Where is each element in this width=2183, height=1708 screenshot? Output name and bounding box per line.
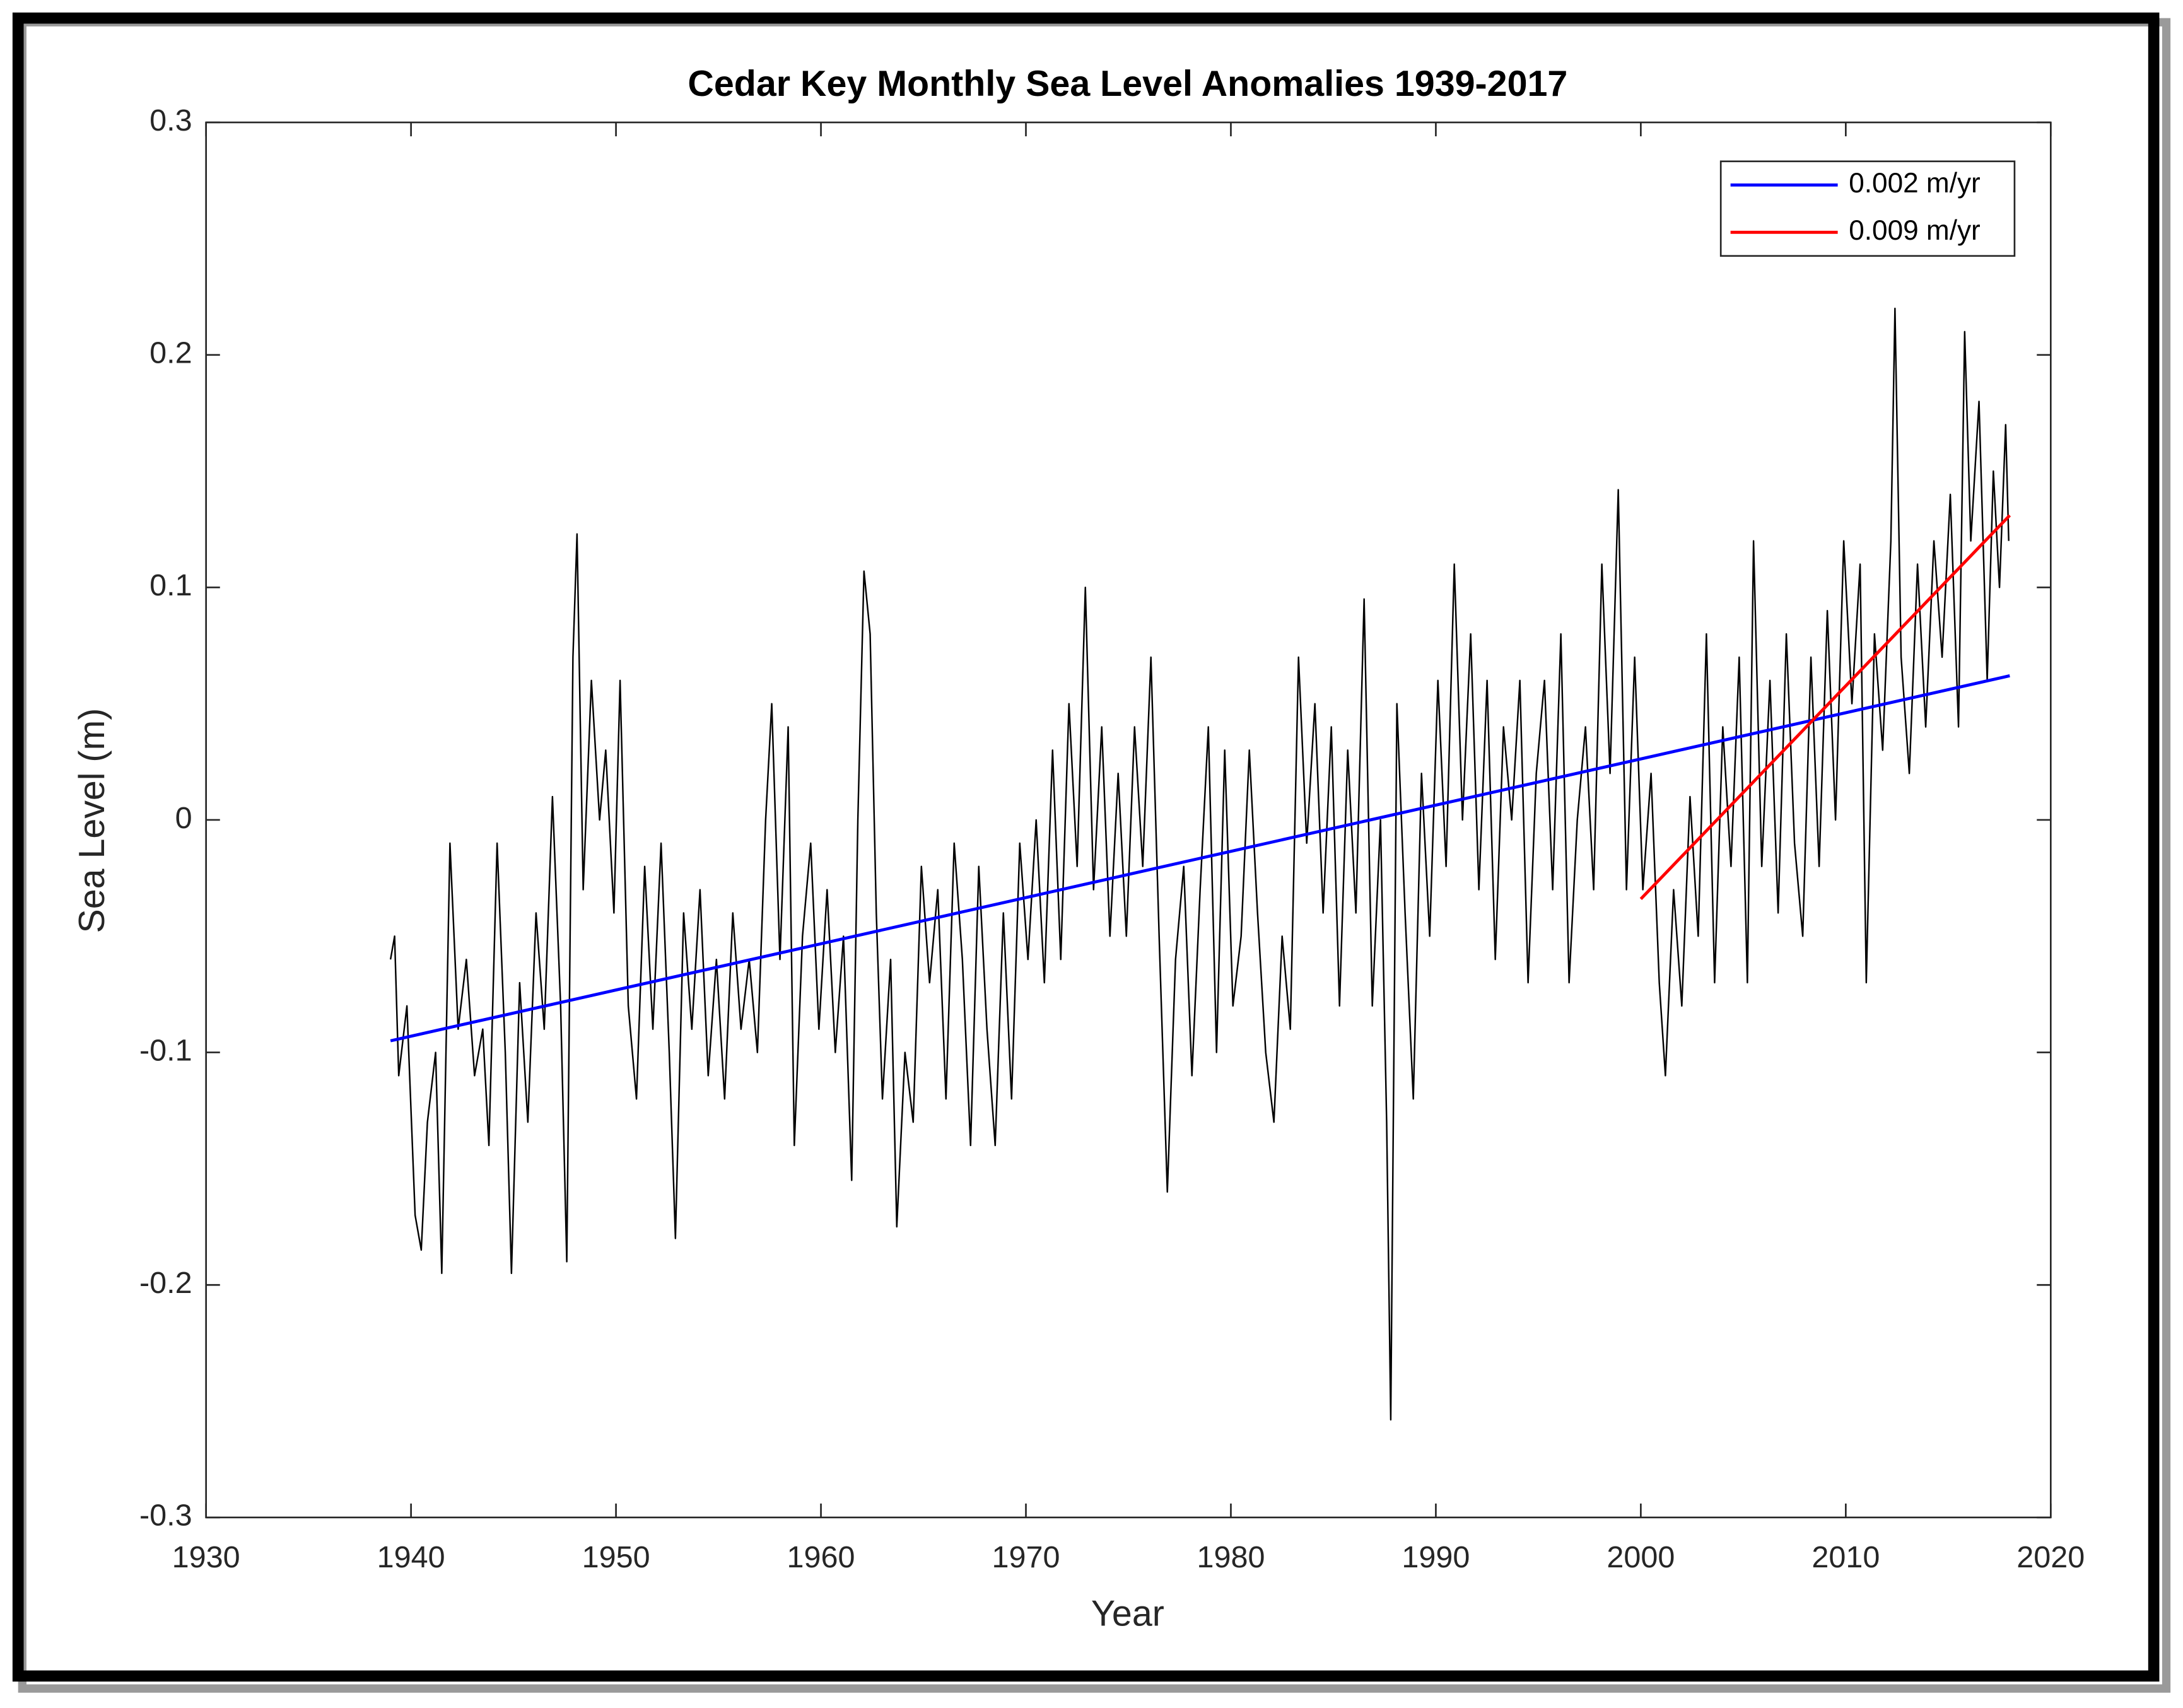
x-tick-label: 1930 [172, 1540, 240, 1574]
x-tick-label: 2000 [1607, 1540, 1675, 1574]
legend-box [1719, 160, 2016, 257]
x-tick-label: 1990 [1402, 1540, 1470, 1574]
y-tick-label: -0.1 [139, 1033, 192, 1067]
y-axis-label: Sea Level (m) [72, 708, 112, 933]
y-tick-label: -0.2 [139, 1266, 192, 1300]
plot-area [206, 122, 2051, 1518]
x-tick-label: 1940 [377, 1540, 445, 1574]
trend-line [1639, 514, 2011, 900]
y-tick-label: 0.1 [149, 568, 192, 602]
x-tick-label: 2020 [2016, 1540, 2085, 1574]
x-axis-label: Year [1091, 1594, 1164, 1634]
x-tick-label: 1980 [1197, 1540, 1265, 1574]
y-tick-label: 0 [175, 801, 192, 835]
y-tick-label: 0.3 [149, 103, 192, 137]
x-tick-label: 2010 [1811, 1540, 1880, 1574]
y-tick-label: -0.3 [139, 1499, 192, 1533]
x-tick-label: 1970 [992, 1540, 1060, 1574]
chart-title: Cedar Key Monthly Sea Level Anomalies 19… [688, 64, 1567, 104]
frame [12, 12, 2160, 1682]
x-tick-label: 1960 [787, 1540, 855, 1574]
trend-line [390, 674, 2010, 1043]
legend-label: 0.009 m/yr [1849, 215, 1980, 246]
x-tick-label: 1950 [582, 1540, 650, 1574]
legend-label: 0.002 m/yr [1849, 168, 1980, 199]
data-line [389, 307, 2010, 1421]
y-tick-label: 0.2 [149, 336, 192, 370]
